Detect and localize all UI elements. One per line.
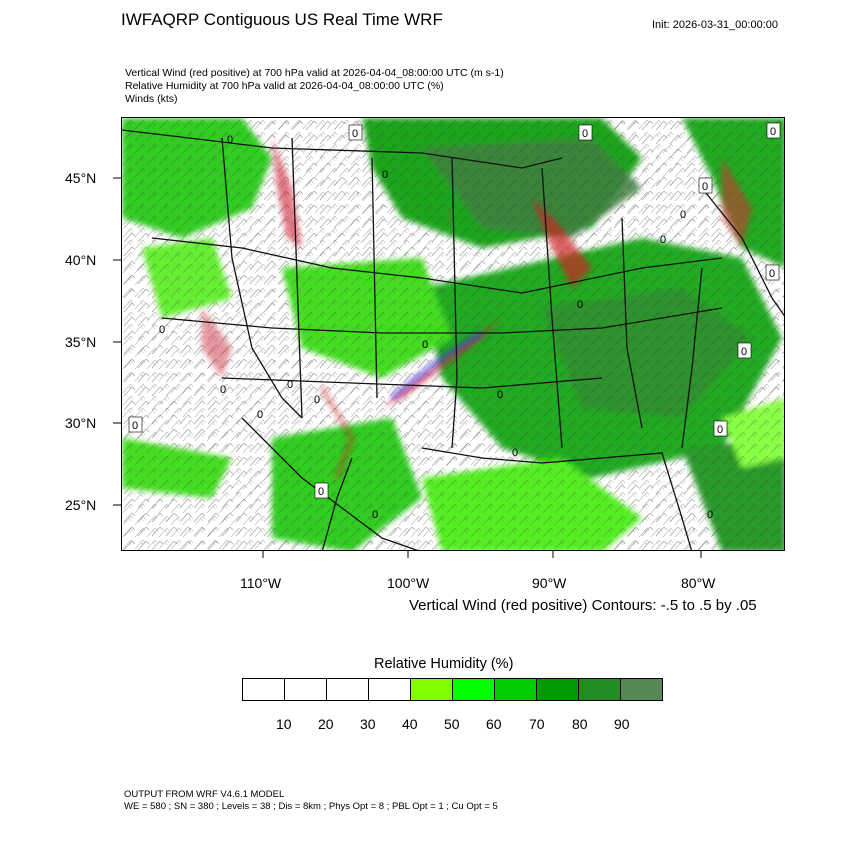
- legend-bar: [242, 678, 663, 701]
- contour-label: 0: [227, 134, 233, 146]
- legend-label: 40: [402, 716, 418, 732]
- svg-text:0: 0: [382, 169, 388, 181]
- contour-label: 0: [680, 209, 686, 221]
- lon-label: 90°W: [532, 575, 567, 591]
- contour-label: 0: [348, 124, 363, 141]
- legend-swatch: [537, 679, 579, 700]
- contour-label: 0: [713, 420, 728, 437]
- contour-label: 0: [577, 299, 583, 311]
- contour-label: 0: [128, 416, 143, 433]
- lat-ticks: [113, 177, 121, 506]
- lat-label: 25°N: [65, 497, 97, 513]
- legend-label: 10: [276, 716, 292, 732]
- legend-label: 70: [529, 716, 545, 732]
- legend-swatch: [411, 679, 453, 700]
- legend-label: 80: [572, 716, 588, 732]
- footer-model: OUTPUT FROM WRF V4.6.1 MODEL: [124, 789, 285, 800]
- svg-text:0: 0: [257, 409, 263, 421]
- contour-label: 0: [257, 409, 263, 421]
- contour-label: 0: [578, 124, 593, 141]
- svg-text:0: 0: [741, 346, 747, 358]
- contour-label: 0: [707, 509, 713, 521]
- lon-label: 100°W: [387, 575, 430, 591]
- svg-text:0: 0: [159, 324, 165, 336]
- field-winds: Winds (kts): [125, 93, 178, 105]
- legend-swatch: [453, 679, 495, 700]
- svg-text:0: 0: [132, 420, 138, 432]
- footer-config: WE = 580 ; SN = 380 ; Levels = 38 ; Dis …: [124, 801, 498, 812]
- map-panel: 0 0 0 0 0 0 0 0 0 0 0 0 0 0 0 0 0 0 0 0 …: [121, 117, 785, 551]
- svg-text:0: 0: [314, 394, 320, 406]
- contour-label: 0: [220, 384, 226, 396]
- contour-label: 0: [766, 122, 781, 139]
- svg-text:0: 0: [422, 339, 428, 351]
- svg-text:0: 0: [512, 447, 518, 459]
- map-canvas: 0 0 0 0 0 0 0 0 0 0 0 0 0 0 0 0 0 0 0 0 …: [122, 118, 784, 550]
- svg-text:0: 0: [680, 209, 686, 221]
- svg-text:0: 0: [372, 509, 378, 521]
- contour-label: 0: [372, 509, 378, 521]
- legend-swatch: [495, 679, 537, 700]
- contour-label: 0: [287, 379, 293, 391]
- contour-label: 0: [422, 339, 428, 351]
- plot-title: IWFAQRP Contiguous US Real Time WRF: [121, 10, 443, 29]
- lat-label: 35°N: [65, 334, 97, 350]
- lon-label: 80°W: [681, 575, 716, 591]
- svg-text:0: 0: [227, 134, 233, 146]
- contour-labels: 0 0 0 0 0 0 0 0 0 0 0 0 0 0 0 0 0 0 0 0 …: [128, 122, 781, 521]
- svg-text:0: 0: [769, 268, 775, 280]
- contour-label: 0: [497, 389, 503, 401]
- boundaries: [122, 129, 784, 550]
- svg-text:0: 0: [287, 379, 293, 391]
- model-footer: OUTPUT FROM WRF V4.6.1 MODEL WE = 580 ; …: [124, 789, 498, 813]
- lon-label: 110°W: [240, 575, 282, 591]
- legend-swatch: [369, 679, 411, 700]
- svg-text:0: 0: [770, 126, 776, 138]
- contour-label: 0: [512, 447, 518, 459]
- legend-title: Relative Humidity (%): [374, 656, 514, 672]
- contour-label: 0: [159, 324, 165, 336]
- svg-text:0: 0: [717, 424, 723, 436]
- contour-label: 0: [737, 342, 752, 359]
- svg-text:0: 0: [707, 509, 713, 521]
- svg-text:0: 0: [352, 128, 358, 140]
- contour-note: Vertical Wind (red positive) Contours: -…: [409, 597, 757, 614]
- legend-label: 30: [360, 716, 376, 732]
- legend-swatch: [621, 679, 662, 700]
- contour-label: 0: [314, 482, 329, 499]
- svg-text:0: 0: [702, 181, 708, 193]
- legend-label: 50: [444, 716, 460, 732]
- field-descriptions: Vertical Wind (red positive) at 700 hPa …: [125, 67, 504, 106]
- svg-text:0: 0: [660, 234, 666, 246]
- contour-label: 0: [660, 234, 666, 246]
- legend-swatch: [285, 679, 327, 700]
- legend-swatch: [579, 679, 621, 700]
- lat-label: 30°N: [65, 415, 97, 431]
- svg-text:0: 0: [582, 128, 588, 140]
- svg-text:0: 0: [220, 384, 226, 396]
- legend-label: 60: [486, 716, 502, 732]
- lat-label: 45°N: [65, 170, 97, 186]
- init-time: Init: 2026-03-31_00:00:00: [652, 19, 778, 31]
- contour-label: 0: [382, 169, 388, 181]
- contour-label: 0: [698, 177, 713, 194]
- legend-swatch: [243, 679, 285, 700]
- field-relative-humidity: Relative Humidity at 700 hPa valid at 20…: [125, 80, 444, 92]
- svg-text:0: 0: [577, 299, 583, 311]
- legend-label: 90: [614, 716, 630, 732]
- svg-text:0: 0: [497, 389, 503, 401]
- contour-label: 0: [314, 394, 320, 406]
- legend-swatch: [327, 679, 369, 700]
- lat-label: 40°N: [65, 252, 97, 268]
- field-vertical-wind: Vertical Wind (red positive) at 700 hPa …: [125, 67, 504, 79]
- legend-label: 20: [318, 716, 334, 732]
- lon-ticks: [262, 550, 702, 558]
- contour-label: 0: [765, 264, 780, 281]
- svg-text:0: 0: [318, 486, 324, 498]
